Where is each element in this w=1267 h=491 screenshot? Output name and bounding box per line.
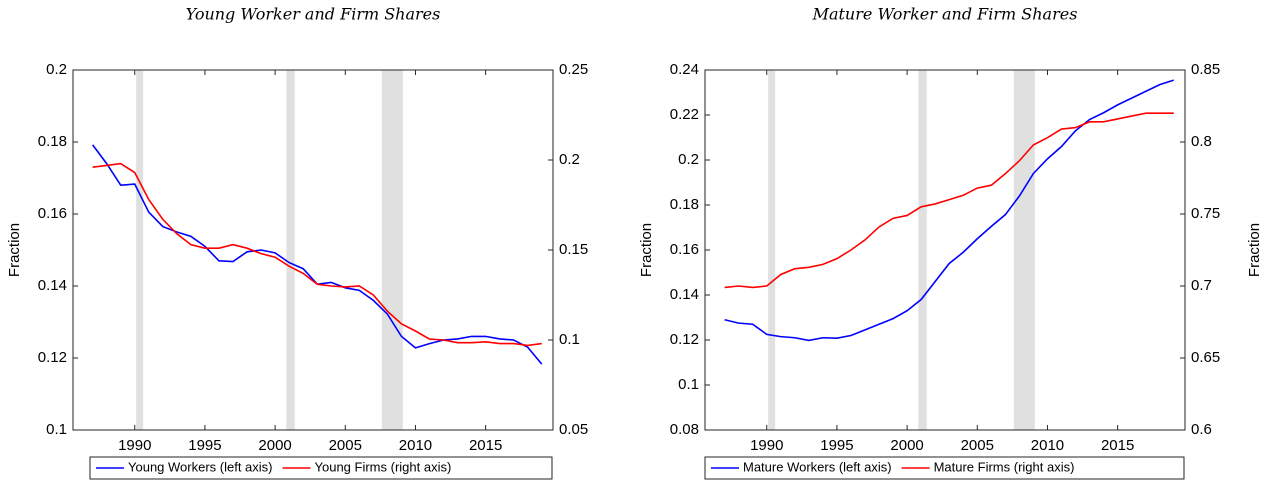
series-line: [724, 79, 1175, 342]
y2-tick-label: 0.7: [1191, 277, 1212, 294]
y-tick-label: 0.18: [38, 133, 67, 150]
series-line: [92, 144, 543, 365]
y-tick-label: 0.1: [46, 421, 67, 438]
recession-band: [1013, 70, 1035, 430]
y2-tick-label: 0.1: [559, 331, 580, 348]
plot-frame: [72, 69, 554, 431]
plot-frame: [704, 69, 1186, 431]
x-tick-label: 2010: [1031, 437, 1064, 454]
y-tick-label: 0.14: [38, 277, 67, 294]
chart-title: Mature Worker and Firm Shares: [812, 5, 1078, 24]
y-tick-label: 0.16: [38, 205, 67, 222]
y-tick-label: 0.2: [678, 151, 699, 168]
x-tick-label: 2010: [399, 437, 432, 454]
y2-tick-label: 0.25: [559, 61, 588, 78]
y2-tick-label: 0.6: [1191, 421, 1212, 438]
legend-label: Young Firms (right axis): [315, 459, 452, 474]
y-tick-label: 0.2: [46, 61, 67, 78]
y2-tick-label: 0.05: [559, 421, 588, 438]
y2-tick-label: 0.85: [1191, 61, 1220, 78]
legend-label: Mature Workers (left axis): [743, 459, 892, 474]
y2-tick-label: 0.2: [559, 151, 580, 168]
legend-box: [89, 456, 553, 480]
legend-label: Mature Firms (right axis): [934, 459, 1075, 474]
x-tick-label: 2005: [961, 437, 994, 454]
recession-band: [286, 70, 295, 430]
x-tick-label: 1995: [188, 437, 221, 454]
recession-band: [136, 70, 144, 430]
y-tick-label: 0.12: [38, 349, 67, 366]
series-line: [92, 162, 542, 347]
legend-box: [704, 456, 1185, 480]
recession-band: [768, 70, 776, 430]
y-tick-label: 0.16: [670, 241, 699, 258]
y-tick-label: 0.12: [670, 331, 699, 348]
legend-label: Young Workers (left axis): [128, 459, 273, 474]
y2-tick-label: 0.65: [1191, 349, 1220, 366]
series-line: [724, 112, 1174, 289]
recession-band: [918, 70, 927, 430]
y-tick-label: 0.1: [678, 376, 699, 393]
y2-tick-label: 0.15: [559, 241, 588, 258]
recession-band: [381, 70, 403, 430]
y-tick-label: 0.18: [670, 196, 699, 213]
y2-tick-label: 0.75: [1191, 205, 1220, 222]
y2-axis-label: Fraction: [1246, 223, 1263, 277]
x-tick-label: 2000: [258, 437, 291, 454]
x-tick-label: 1995: [820, 437, 853, 454]
x-tick-label: 2015: [1101, 437, 1134, 454]
x-tick-label: 2005: [329, 437, 362, 454]
y-tick-label: 0.14: [670, 286, 699, 303]
y-axis-label: Fraction: [6, 223, 23, 277]
x-tick-label: 1990: [118, 437, 151, 454]
y-axis-label: Fraction: [638, 223, 655, 277]
x-tick-label: 2015: [469, 437, 502, 454]
y-tick-label: 0.22: [670, 106, 699, 123]
x-tick-label: 2000: [890, 437, 923, 454]
x-tick-label: 1990: [750, 437, 783, 454]
y-tick-label: 0.08: [670, 421, 699, 438]
chart-title: Young Worker and Firm Shares: [186, 5, 441, 24]
y-tick-label: 0.24: [670, 61, 699, 78]
y2-tick-label: 0.8: [1191, 133, 1212, 150]
